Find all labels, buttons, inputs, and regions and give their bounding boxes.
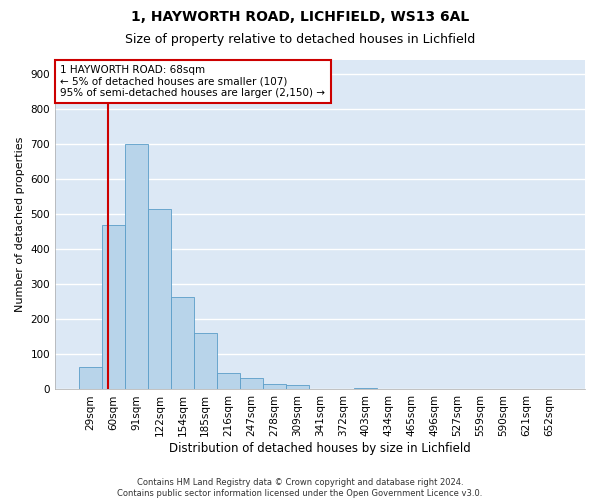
Bar xyxy=(79,366,102,390)
Text: 1 HAYWORTH ROAD: 68sqm
← 5% of detached houses are smaller (107)
95% of semi-det: 1 HAYWORTH ROAD: 68sqm ← 5% of detached … xyxy=(61,65,325,98)
Text: Contains HM Land Registry data © Crown copyright and database right 2024.
Contai: Contains HM Land Registry data © Crown c… xyxy=(118,478,482,498)
Bar xyxy=(355,388,377,390)
Bar xyxy=(286,385,308,390)
Bar xyxy=(171,296,194,390)
Bar xyxy=(125,144,148,390)
Y-axis label: Number of detached properties: Number of detached properties xyxy=(15,137,25,312)
Bar xyxy=(217,373,240,390)
Bar xyxy=(148,209,171,390)
Text: 1, HAYWORTH ROAD, LICHFIELD, WS13 6AL: 1, HAYWORTH ROAD, LICHFIELD, WS13 6AL xyxy=(131,10,469,24)
X-axis label: Distribution of detached houses by size in Lichfield: Distribution of detached houses by size … xyxy=(169,442,471,455)
Bar xyxy=(240,378,263,390)
Bar xyxy=(263,384,286,390)
Text: Size of property relative to detached houses in Lichfield: Size of property relative to detached ho… xyxy=(125,32,475,46)
Bar xyxy=(102,224,125,390)
Bar xyxy=(194,334,217,390)
